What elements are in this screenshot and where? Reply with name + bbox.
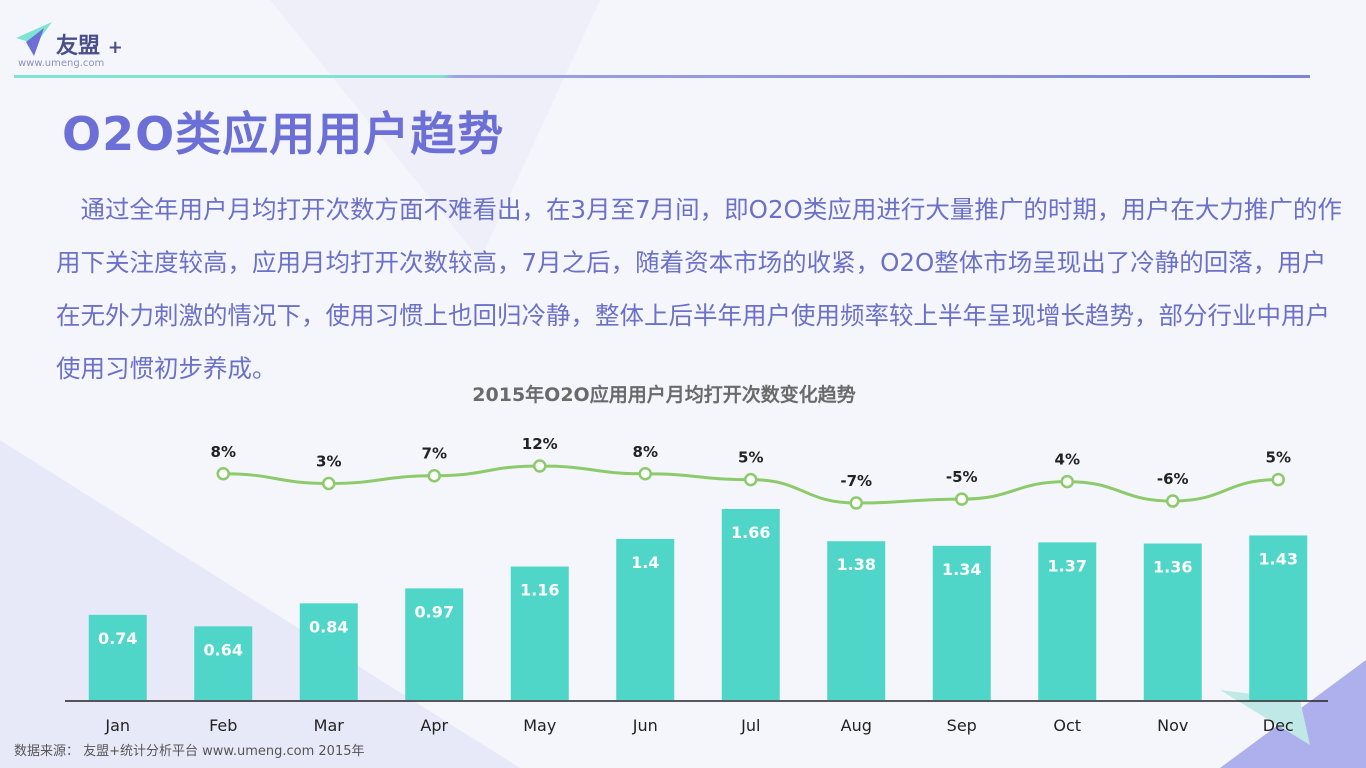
bar xyxy=(616,538,675,700)
x-tick-label: Jan xyxy=(104,716,130,735)
x-tick-label: Mar xyxy=(314,716,345,735)
x-tick-label: Aug xyxy=(841,716,872,735)
bar xyxy=(721,509,780,700)
trend-point xyxy=(322,476,336,491)
trend-point-label: 8% xyxy=(633,443,658,461)
bar-value-label: 1.36 xyxy=(1153,558,1192,577)
bar xyxy=(1249,535,1308,700)
x-tick-label: Apr xyxy=(420,716,448,735)
trend-point-label: 4% xyxy=(1055,451,1080,469)
trend-point xyxy=(638,467,652,481)
bar-value-label: 1.16 xyxy=(520,581,559,600)
x-tick-label: Oct xyxy=(1053,716,1081,735)
bar-value-label: 0.64 xyxy=(204,640,243,659)
trend-point xyxy=(1060,474,1074,489)
bar-value-label: 1.66 xyxy=(731,523,770,542)
bar-value-label: 1.37 xyxy=(1048,556,1087,575)
data-source: 数据来源： 友盟+统计分析平台 www.umeng.com 2015年 xyxy=(14,744,365,759)
trend-point xyxy=(849,496,863,510)
bar xyxy=(1143,543,1202,700)
trend-point-label: 7% xyxy=(422,445,447,463)
bar-value-label: 0.84 xyxy=(309,617,348,636)
bar xyxy=(827,541,886,700)
bar-value-label: 1.34 xyxy=(942,560,981,579)
trend-point xyxy=(216,467,230,481)
bar-value-label: 0.74 xyxy=(98,629,137,648)
chart-title: 2015年O2O应用用户月均打开次数变化趋势 xyxy=(472,384,856,406)
trend-point-label: -7% xyxy=(840,472,872,490)
x-tick-label: Dec xyxy=(1263,716,1294,735)
trend-point-label: 5% xyxy=(738,449,763,467)
bar xyxy=(88,614,147,700)
brand-name: 友盟 + xyxy=(56,34,123,59)
trend-point xyxy=(427,468,441,483)
x-tick-label: Nov xyxy=(1157,716,1188,735)
trend-point-label: -6% xyxy=(1157,470,1189,488)
x-tick-label: Feb xyxy=(209,716,237,735)
trend-point xyxy=(1166,494,1180,508)
x-tick-label: May xyxy=(523,716,556,735)
bar xyxy=(405,588,464,700)
x-tick-label: Jun xyxy=(632,716,658,735)
x-tick-label: Jul xyxy=(740,716,760,735)
brand-url: www.umeng.com xyxy=(18,58,105,69)
x-tick-label: Sep xyxy=(947,716,977,735)
trend-point-label: -5% xyxy=(946,468,978,486)
bar xyxy=(194,626,253,700)
bar xyxy=(510,566,569,700)
bar-value-label: 1.43 xyxy=(1259,549,1298,568)
bar xyxy=(932,545,991,700)
body-paragraph: 通过全年用户月均打开次数方面不难看出，在3月至7月间，即O2O类应用进行大量推广… xyxy=(56,195,1342,383)
trend-point-label: 3% xyxy=(316,453,341,471)
bar-value-label: 0.97 xyxy=(415,602,454,621)
trend-point-label: 5% xyxy=(1266,449,1291,467)
page-title: O2O类应用用户趋势 xyxy=(62,107,505,161)
trend-point-label: 8% xyxy=(211,443,236,461)
bar-value-label: 1.4 xyxy=(631,553,659,572)
trend-point xyxy=(533,459,547,473)
trend-line xyxy=(223,464,1279,505)
trend-point xyxy=(744,472,758,487)
trend-point xyxy=(1271,472,1285,487)
bird-icon xyxy=(16,22,52,56)
bar xyxy=(299,603,358,700)
trend-point-label: 12% xyxy=(522,435,558,453)
brand-logo[interactable]: 友盟 + www.umeng.com xyxy=(14,16,164,74)
bar-value-label: 1.38 xyxy=(837,555,876,574)
header-divider xyxy=(14,75,1310,78)
trend-point xyxy=(955,492,969,506)
bar xyxy=(1038,542,1097,700)
